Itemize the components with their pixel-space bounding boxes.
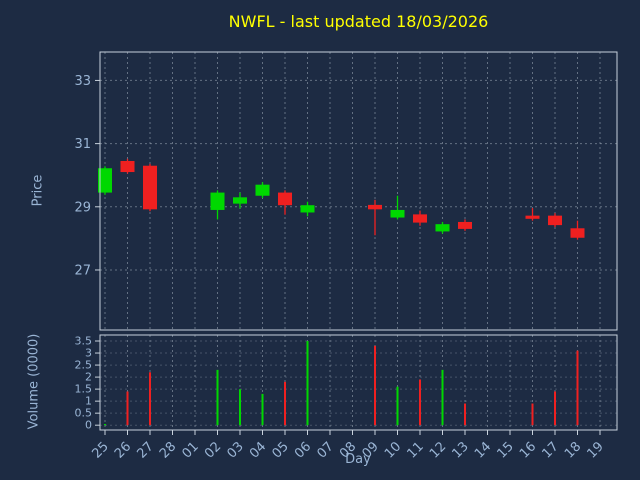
candle-body [570, 228, 585, 238]
candle-body [435, 224, 450, 232]
x-axis-label: Day [345, 452, 371, 467]
x-tick-label: 15 [495, 439, 517, 461]
volume-panel-border [99, 334, 618, 431]
volume-tick-label: 0.5 [75, 407, 93, 420]
volume-bar [576, 350, 579, 426]
volume-bar [306, 341, 309, 426]
x-tick-label: 10 [382, 439, 404, 461]
x-tick-label: 11 [405, 439, 427, 461]
volume-bar [531, 403, 534, 426]
x-tick-label: 25 [90, 439, 112, 461]
x-tick-label: 03 [225, 439, 247, 461]
price-tick-label: 31 [74, 137, 91, 152]
volume-tick-label: 2.5 [75, 359, 93, 372]
volume-bar [284, 381, 286, 426]
candle-body [413, 214, 427, 223]
volume-bar [441, 369, 444, 426]
x-tick-label: 17 [540, 439, 562, 461]
candle-body [98, 168, 112, 193]
price-tick-label: 27 [74, 263, 91, 278]
volume-bar [261, 393, 264, 426]
candle-body [458, 221, 472, 229]
volume-bar [419, 379, 421, 426]
candle-body [233, 197, 247, 204]
candle-body [210, 192, 225, 210]
x-tick-label: 12 [427, 439, 449, 461]
candle-body [368, 204, 382, 210]
x-tick-label: 19 [585, 439, 607, 461]
x-tick-label: 16 [517, 439, 539, 461]
candle-body [255, 184, 270, 196]
candle-body [525, 215, 540, 219]
candle-body [390, 209, 405, 218]
volume-tick-label: 0 [85, 419, 92, 432]
x-tick-label: 07 [315, 439, 337, 461]
candle-body [278, 192, 292, 206]
price-tick-label: 29 [74, 200, 91, 215]
x-tick-label: 06 [292, 439, 314, 461]
volume-tick-label: 3.5 [75, 335, 93, 348]
x-tick-label: 09 [360, 439, 382, 461]
x-tick-label: 05 [270, 439, 292, 461]
x-tick-label: 02 [202, 439, 224, 461]
volume-bar [374, 345, 376, 426]
volume-bar [149, 372, 151, 426]
volume-bar [126, 391, 129, 426]
volume-bar [104, 423, 106, 426]
volume-tick-label: 1 [85, 395, 92, 408]
candle-body [548, 215, 562, 226]
x-tick-label: 18 [562, 439, 584, 461]
candle-body [300, 205, 315, 213]
candle-body [143, 165, 157, 210]
volume-bar [239, 389, 241, 426]
volume-bar [554, 391, 556, 426]
volume-bar [396, 386, 399, 426]
volume-tick-label: 1.5 [75, 383, 93, 396]
volume-tick-label: 3 [85, 347, 92, 360]
price-tick-label: 33 [74, 74, 91, 89]
volume-tick-label: 2 [85, 371, 92, 384]
x-tick-label: 13 [450, 439, 472, 461]
x-tick-label: 01 [180, 439, 202, 461]
x-tick-label: 04 [247, 439, 269, 461]
volume-bar [216, 369, 219, 426]
volume-bar [464, 403, 466, 426]
x-tick-label: 14 [472, 439, 494, 461]
candle-body [120, 160, 135, 173]
x-tick-label: 27 [135, 439, 157, 461]
x-tick-label: 08 [337, 439, 359, 461]
price-panel-border [99, 51, 618, 331]
x-tick-label: 26 [112, 439, 134, 461]
chart-title: NWFL - last updated 18/03/2026 [228, 12, 489, 31]
x-tick-label: 28 [157, 439, 179, 461]
